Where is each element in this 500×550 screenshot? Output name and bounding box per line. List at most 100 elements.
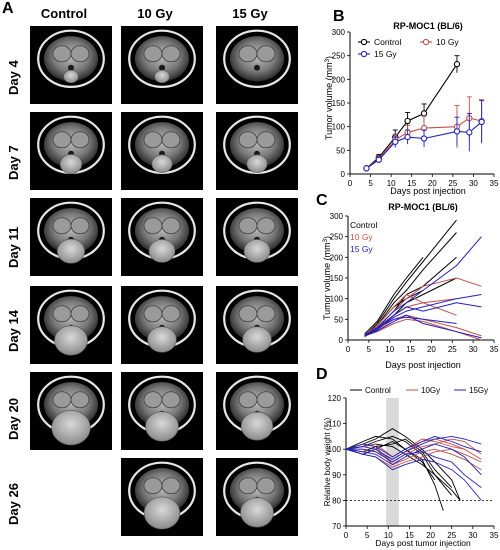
- brain-lobe-left: [52, 305, 72, 323]
- brain-lobe-right: [256, 45, 276, 63]
- y-tick-label: 120: [328, 394, 342, 403]
- panel-letter-c: C: [316, 192, 328, 209]
- column-header-10gy: 10 Gy: [137, 6, 173, 21]
- legend-label: 10Gy: [421, 386, 440, 395]
- x-tick-label: 10: [387, 179, 396, 188]
- mri-image: [121, 286, 203, 364]
- brain-lobe-right: [70, 131, 90, 149]
- legend-label: Control: [365, 386, 391, 395]
- tumor-mass: [54, 325, 88, 356]
- y-tick-label: 200: [332, 75, 346, 84]
- brain-lobe-left: [238, 391, 258, 409]
- x-tick-label: 15: [405, 531, 414, 540]
- x-tick-label: 30: [468, 531, 477, 540]
- x-tick-label: 25: [448, 179, 457, 188]
- mri-image: [121, 112, 203, 190]
- legend: Control 10 Gy 15 Gy: [350, 220, 378, 254]
- x-tick-label: 20: [428, 179, 437, 188]
- chart-c-xlabel: Days post injection: [385, 360, 461, 370]
- tumor-volume-individual-chart: RP-MOC1 (BL/6) Tumor volume (mm3) Days p…: [322, 202, 499, 370]
- tumor-volume-mean-chart: RP-MOC1 (BL/6) Tumor volume (mm3) Days p…: [324, 21, 499, 196]
- x-tick-label: 0: [348, 179, 353, 188]
- brain-lobe-left: [143, 391, 163, 409]
- x-tick-label: 5: [367, 345, 372, 354]
- y-tick-label: 0: [341, 170, 346, 179]
- brain-lobe-right: [256, 305, 276, 323]
- tumor-mass: [145, 411, 179, 442]
- y-tick-label: 50: [336, 146, 345, 155]
- mri-image: [121, 26, 203, 104]
- brain-lobe-left: [143, 477, 163, 495]
- mri-image: [30, 372, 112, 450]
- chart-c-title: RP-MOC1 (BL/6): [388, 202, 458, 212]
- group-10-gy: [364, 277, 482, 341]
- x-tick-label: 10: [385, 345, 394, 354]
- brain-lobe-right: [70, 45, 90, 63]
- x-tick-label: 5: [365, 531, 370, 540]
- brain-lobe-right: [256, 477, 276, 495]
- data-point: [453, 128, 461, 135]
- brain-lobe-right: [161, 477, 181, 495]
- brain-lobe-left: [143, 217, 163, 235]
- brain-stem: [254, 64, 260, 71]
- y-tick-label: 300: [332, 28, 346, 37]
- x-tick-label: 35: [490, 179, 499, 188]
- data-point: [363, 165, 370, 172]
- individual-weight-line: [345, 428, 461, 501]
- individual-weight-line: [345, 435, 482, 458]
- x-tick-label: 15: [407, 179, 416, 188]
- y-tick-label: 110: [328, 420, 341, 429]
- mri-image: [30, 26, 112, 104]
- brain-lobe-right: [256, 217, 276, 235]
- tumor-mass: [148, 239, 176, 263]
- group-control: [364, 219, 457, 338]
- mri-image: [216, 26, 298, 104]
- x-tick-label: 30: [469, 345, 478, 354]
- x-tick-label: 25: [448, 345, 457, 354]
- legend-marker: [360, 38, 368, 46]
- chart-b-ylabel: Tumor volume (mm3): [324, 56, 334, 140]
- x-tick-label: 15: [406, 345, 415, 354]
- x-tick-label: 35: [490, 531, 499, 540]
- brain-lobe-left: [238, 217, 258, 235]
- brain-lobe-left: [52, 131, 72, 149]
- body-weight-chart: Relative body weight (%) Days post tumor…: [323, 386, 499, 548]
- mri-image: [30, 112, 112, 190]
- data-point: [404, 117, 411, 125]
- brain-lobe-right: [161, 45, 181, 63]
- x-tick-label: 10: [384, 531, 393, 540]
- x-tick-label: 30: [469, 179, 478, 188]
- series-15-gy: [363, 100, 485, 172]
- legend-label: 15 Gy: [374, 49, 397, 59]
- chart-b-xlabel: Days post injection: [390, 186, 466, 196]
- x-tick-label: 25: [447, 531, 456, 540]
- brain-stem: [159, 64, 165, 71]
- chart-d-ylabel: Relative body weight (%): [323, 417, 332, 506]
- mri-image: [216, 458, 298, 536]
- series-line: [366, 63, 458, 169]
- x-tick-label: 20: [427, 345, 436, 354]
- brain-lobe-left: [238, 477, 258, 495]
- brain-lobe-right: [256, 391, 276, 409]
- brain-lobe-left: [143, 305, 163, 323]
- tumor-mass: [151, 154, 173, 173]
- legend-label: Control: [374, 37, 402, 47]
- brain-lobe-left: [52, 391, 72, 409]
- tumor-mass: [56, 238, 85, 264]
- brain-lobe-left: [238, 305, 258, 323]
- brain-lobe-left: [52, 217, 72, 235]
- chart-d-xlabel: Days post tumor injection: [375, 538, 471, 548]
- brain-lobe-right: [161, 131, 181, 149]
- brain-lobe-left: [52, 45, 72, 63]
- data-point: [375, 156, 382, 163]
- tumor-mass: [246, 154, 268, 173]
- mri-image: [121, 458, 203, 536]
- individual-weight-line: [345, 438, 482, 460]
- column-header-control: Control: [40, 6, 88, 21]
- brain-lobe-right: [161, 391, 181, 409]
- y-tick-label: 80: [332, 496, 341, 505]
- brain-lobe-right: [70, 391, 90, 409]
- panel-letter-a: A: [2, 0, 14, 17]
- y-tick-label: 100: [332, 123, 346, 132]
- y-tick-label: 200: [330, 253, 344, 262]
